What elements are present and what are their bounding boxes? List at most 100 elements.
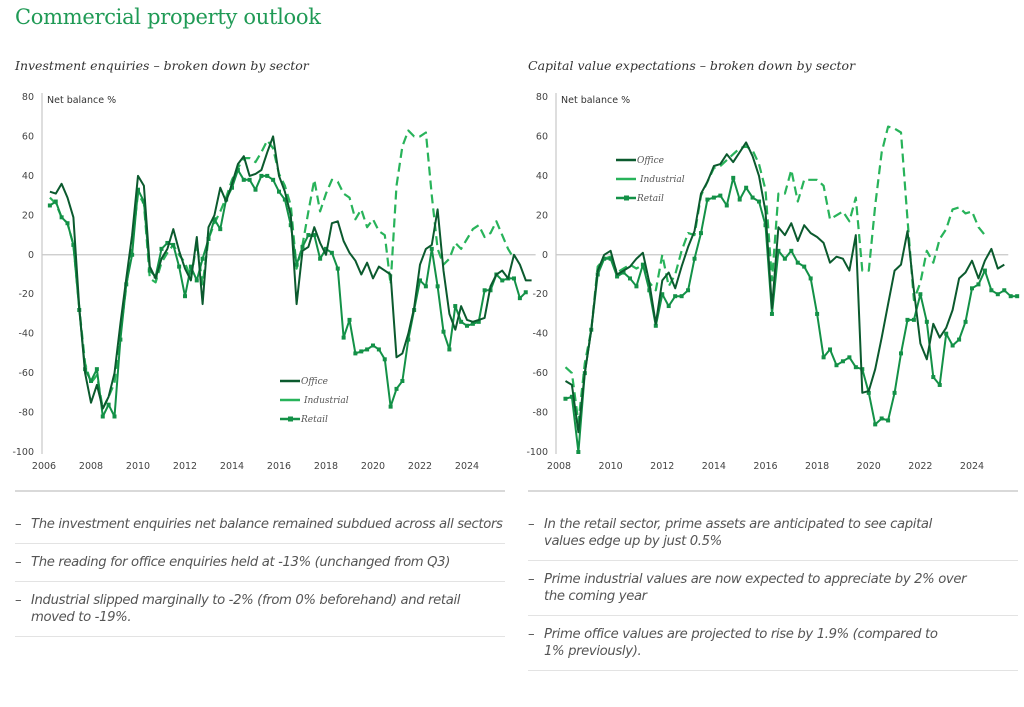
legend-label-retail: Retail xyxy=(300,415,328,425)
data-point-retail xyxy=(53,199,58,204)
y-tick-label: -20 xyxy=(18,289,34,300)
y-tick-label: 0 xyxy=(28,250,34,261)
data-point-retail xyxy=(621,270,626,275)
data-point-retail xyxy=(100,414,105,419)
data-point-retail xyxy=(698,231,703,236)
data-point-retail xyxy=(218,227,223,232)
data-point-retail xyxy=(731,175,736,180)
x-tick-label: 2018 xyxy=(805,461,829,472)
y-tick-label: -60 xyxy=(18,368,34,379)
notes-left: – The investment enquiries net balance re… xyxy=(15,490,505,637)
data-point-retail xyxy=(89,379,93,383)
data-point-retail xyxy=(789,248,794,253)
data-point-retail xyxy=(71,242,76,247)
data-point-retail xyxy=(418,278,422,283)
data-point-retail xyxy=(627,276,632,281)
data-point-retail xyxy=(576,450,581,454)
data-point-retail xyxy=(828,347,833,352)
data-point-retail xyxy=(447,347,452,352)
data-point-retail xyxy=(673,294,678,299)
data-point-retail xyxy=(795,260,800,265)
data-point-retail xyxy=(802,264,807,269)
legend-label-office: Office xyxy=(637,156,664,166)
legend-marker-retail xyxy=(288,416,293,422)
data-point-retail xyxy=(183,294,187,299)
x-tick-label: 2008 xyxy=(547,461,571,472)
data-point-retail xyxy=(476,319,481,324)
data-point-retail xyxy=(47,203,52,208)
data-point-retail xyxy=(737,197,742,202)
divider xyxy=(15,490,505,492)
data-point-retail xyxy=(873,422,878,427)
data-point-retail xyxy=(615,274,620,279)
y-axis-label: Net balance % xyxy=(561,95,630,106)
data-point-retail xyxy=(1015,294,1020,299)
y-tick-label: 60 xyxy=(536,131,548,142)
data-point-retail xyxy=(470,321,475,326)
data-point-retail xyxy=(130,252,135,257)
data-point-retail xyxy=(277,189,281,194)
page-title: Commercial property outlook xyxy=(15,5,321,29)
x-tick-label: 2016 xyxy=(753,461,777,472)
capital-value-chart: 80 60 40 20 0 -20 -40 -60 -80 -100 2008 2010 2012 201… xyxy=(526,92,1020,472)
chart-title-investment-enquiries: Investment enquiries – broken down by se… xyxy=(15,58,309,73)
data-point-retail xyxy=(905,317,910,322)
legend-label-industrial: Industrial xyxy=(303,396,349,406)
data-point-retail xyxy=(782,256,787,261)
legend-marker-retail xyxy=(624,195,629,201)
legend-label-retail: Retail xyxy=(636,194,664,204)
data-point-retail xyxy=(247,177,252,182)
note-text: In the retail sector, prime assets are a… xyxy=(544,517,932,549)
data-point-retail xyxy=(653,323,658,328)
data-point-retail xyxy=(324,246,328,251)
data-point-retail xyxy=(995,292,1000,297)
x-tick-label: 2012 xyxy=(173,461,197,472)
data-point-retail xyxy=(523,290,528,295)
data-point-retail xyxy=(757,199,762,204)
data-point-retail xyxy=(147,268,152,273)
data-point-retail xyxy=(300,244,305,249)
note-item: – In the retail sector, prime assets are … xyxy=(528,506,1018,561)
y-tick-label: -100 xyxy=(12,447,34,458)
data-point-retail xyxy=(989,288,994,293)
data-point-retail xyxy=(382,357,387,362)
data-point-retail xyxy=(406,337,411,342)
data-point-retail xyxy=(459,319,464,324)
x-tick-label: 2024 xyxy=(455,461,479,472)
data-point-retail xyxy=(112,414,117,419)
bullet-dash: – xyxy=(528,572,535,587)
data-point-retail xyxy=(705,197,710,202)
data-point-retail xyxy=(253,187,258,192)
x-tick-label: 2010 xyxy=(126,461,150,472)
data-point-retail xyxy=(963,319,968,324)
note-item: – Industrial slipped marginally to -2% (f… xyxy=(15,582,505,637)
x-tick-label: 2022 xyxy=(408,461,432,472)
data-point-retail xyxy=(892,390,897,395)
x-tick-label: 2024 xyxy=(960,461,984,472)
data-point-retail xyxy=(931,375,936,380)
y-tick-label: 20 xyxy=(22,210,34,221)
data-point-retail xyxy=(376,347,381,352)
data-point-retail xyxy=(294,262,299,267)
y-tick-label: -100 xyxy=(526,447,548,458)
data-point-retail xyxy=(329,250,334,255)
y-tick-label: -80 xyxy=(532,408,548,419)
x-tick-label: 2020 xyxy=(857,461,881,472)
data-point-retail xyxy=(453,304,458,309)
y-tick-label: -20 xyxy=(532,289,548,300)
series-line-office xyxy=(49,135,532,410)
data-point-retail xyxy=(899,351,904,356)
bullet-dash: – xyxy=(528,627,535,642)
data-point-retail xyxy=(776,248,781,253)
y-tick-label: 40 xyxy=(536,171,548,182)
divider xyxy=(528,490,1018,492)
data-point-retail xyxy=(602,256,607,261)
data-point-retail xyxy=(834,363,839,368)
y-tick-label: 60 xyxy=(22,131,34,142)
y-tick-label: -40 xyxy=(18,329,34,340)
series-line-office xyxy=(564,141,1005,434)
y-tick-label: -80 xyxy=(18,408,34,419)
data-point-retail xyxy=(482,288,487,293)
data-point-retail xyxy=(640,262,645,267)
data-point-retail xyxy=(512,276,516,281)
